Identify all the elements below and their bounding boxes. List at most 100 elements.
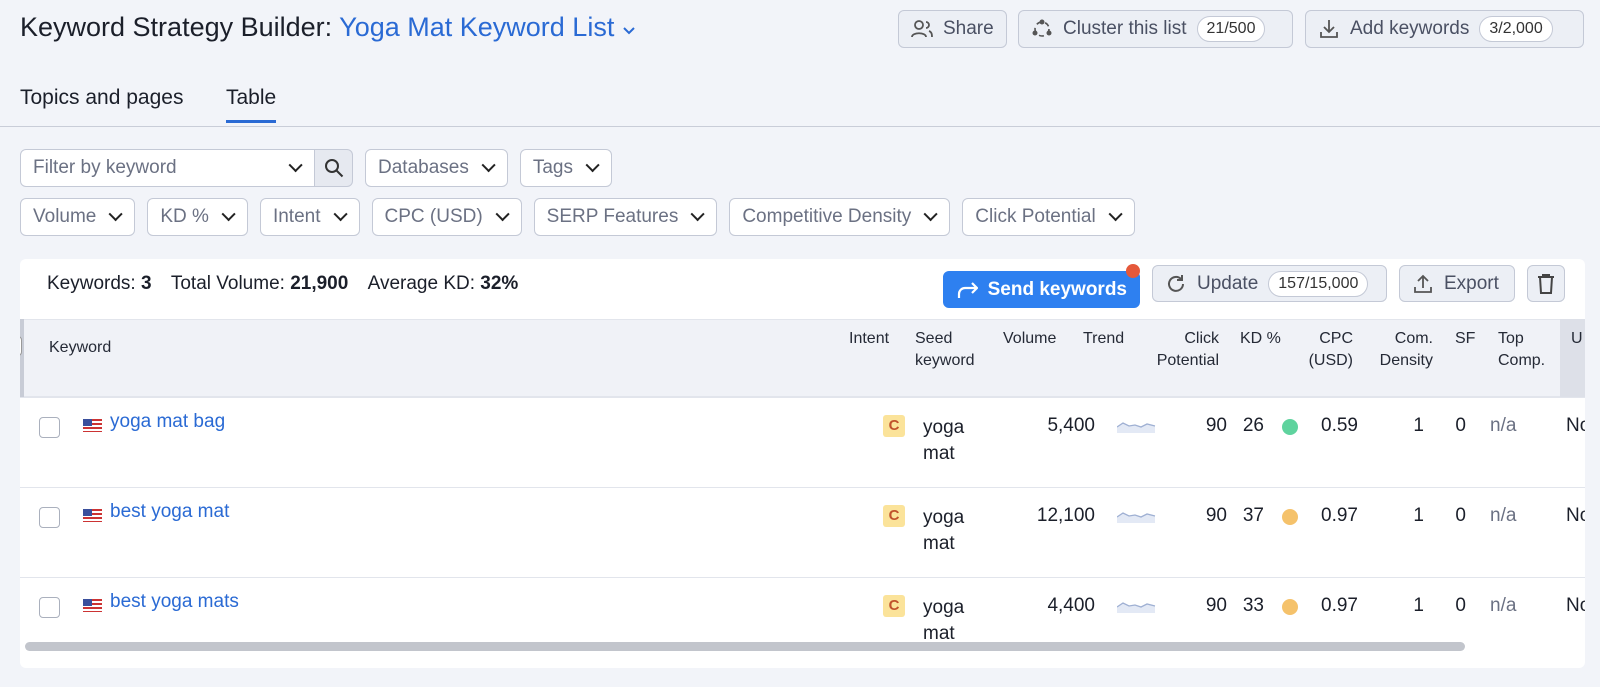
row-divider: [20, 397, 1585, 398]
share-button[interactable]: Share: [898, 10, 1007, 48]
column-header[interactable]: Keyword: [49, 339, 112, 356]
label: Keywords:: [47, 273, 136, 294]
table-card: Keywords: 3 Total Volume: 21,900 Average…: [20, 259, 1585, 668]
icon: [324, 159, 343, 178]
kd: 26: [1242, 415, 1264, 436]
keyword-link[interactable]: yoga mat bag: [110, 411, 226, 432]
label: Update: [1197, 272, 1259, 294]
click-potential: 90: [1205, 505, 1227, 526]
kd: 33: [1242, 595, 1264, 616]
header-checkbox[interactable]: [20, 336, 22, 356]
filter-dropdown[interactable]: CPC (USD): [371, 198, 522, 236]
volume: 4,400: [1047, 595, 1095, 616]
top-comp: n/a: [1490, 595, 1517, 616]
top-comp: n/a: [1490, 415, 1517, 436]
filter-dropdown[interactable]: Intent: [259, 198, 360, 236]
filter-row: Filter by keyword Databases Tags: [20, 149, 612, 187]
last-cell: No: [1566, 415, 1585, 436]
icon: [1538, 273, 1554, 294]
filter-dropdown[interactable]: SERP Features: [533, 198, 718, 236]
icon: [957, 281, 978, 298]
export-button[interactable]: Export: [1399, 265, 1515, 302]
row-checkbox[interactable]: [39, 417, 60, 438]
top-comp: n/a: [1490, 505, 1517, 526]
seed-keyword: yoga mat: [923, 597, 965, 644]
filter-row: Volume KD % Intent CPC (USD) SERP Features Co…: [20, 198, 1135, 236]
icon: [1320, 20, 1338, 38]
delete-button[interactable]: [1527, 265, 1565, 302]
scrollbar[interactable]: [25, 642, 1465, 651]
com-density: 1: [1413, 415, 1424, 436]
column-header[interactable]: Seed keyword: [915, 330, 975, 369]
search-input[interactable]: Filter by keyword: [20, 149, 315, 187]
flag-canton: [83, 599, 92, 606]
table-header: [20, 319, 1585, 397]
icon: [1168, 274, 1184, 292]
filter-dropdown[interactable]: Click Potential: [962, 198, 1135, 236]
label: Total Volume:: [170, 273, 285, 294]
label: Share: [943, 18, 994, 39]
count: 3/2,000: [1479, 16, 1553, 42]
sf: 0: [1455, 505, 1466, 526]
title: Keyword Strategy Builder:: [20, 12, 333, 42]
last-cell: No: [1566, 505, 1585, 526]
chevron: [623, 27, 635, 35]
filter-dropdown[interactable]: KD %: [147, 198, 248, 236]
kd-dot: [1282, 509, 1298, 525]
list-name[interactable]: Yoga Mat Keyword List: [339, 12, 615, 42]
volume: 12,100: [1036, 505, 1095, 526]
icon: [1414, 274, 1432, 293]
flag: [83, 419, 102, 432]
trend-sparkline: [1117, 512, 1156, 523]
sf: 0: [1455, 595, 1466, 616]
volume: 5,400: [1047, 415, 1095, 436]
label: Average KD:: [367, 273, 475, 294]
cluster-button[interactable]: Cluster this list 21/500: [1018, 10, 1293, 48]
com-density: 1: [1413, 595, 1424, 616]
icon: [911, 20, 933, 38]
label: Add keywords: [1350, 18, 1470, 39]
notification-dot: [1126, 264, 1140, 278]
icon: [1032, 19, 1052, 37]
com-density: 1: [1413, 505, 1424, 526]
kd: 37: [1242, 505, 1264, 526]
update-button[interactable]: Update 157/15,000: [1152, 265, 1387, 302]
column-header[interactable]: Top Comp.: [1498, 330, 1546, 369]
column-highlight: [1560, 319, 1585, 397]
label: Cluster this list: [1063, 18, 1187, 39]
send-keywords-button[interactable]: Send keywords: [943, 271, 1140, 308]
column-header[interactable]: Intent: [849, 330, 890, 347]
click-potential: 90: [1205, 415, 1227, 436]
keyword-link[interactable]: best yoga mats: [110, 591, 239, 612]
sf: 0: [1455, 415, 1466, 436]
search-button[interactable]: [315, 149, 353, 187]
scroll-shadow: [20, 319, 24, 397]
column-header[interactable]: Click Potential: [1156, 330, 1219, 369]
column-header[interactable]: U: [1571, 330, 1583, 347]
row-checkbox[interactable]: [39, 597, 60, 618]
filter-dropdown[interactable]: Tags: [519, 149, 612, 187]
cpc: 0.97: [1321, 505, 1358, 526]
filter-dropdown[interactable]: Volume: [20, 198, 136, 236]
flag-canton: [83, 509, 92, 516]
filter-dropdown[interactable]: Competitive Density: [729, 198, 951, 236]
filter-dropdown[interactable]: Databases: [365, 149, 508, 187]
tab[interactable]: Table: [226, 86, 277, 123]
count: 21/500: [1196, 16, 1266, 42]
add-keywords-button[interactable]: Add keywords 3/2,000: [1305, 10, 1584, 48]
kd-dot: [1282, 419, 1298, 435]
column-header[interactable]: Trend: [1083, 330, 1125, 347]
column-header[interactable]: Com. Density: [1379, 330, 1433, 369]
column-header[interactable]: SF: [1455, 330, 1476, 347]
row-checkbox[interactable]: [39, 507, 60, 528]
column-header[interactable]: KD %: [1240, 330, 1281, 347]
seed-keyword: yoga mat: [923, 507, 965, 554]
column-header[interactable]: CPC (USD): [1308, 330, 1353, 369]
keyword-link[interactable]: best yoga mat: [110, 501, 230, 522]
tab[interactable]: Topics and pages: [20, 86, 184, 109]
cpc: 0.59: [1321, 415, 1358, 436]
column-header[interactable]: Volume: [1003, 330, 1057, 347]
count: 157/15,000: [1268, 270, 1369, 297]
trend-sparkline: [1117, 602, 1156, 613]
value: 21,900: [290, 273, 349, 294]
